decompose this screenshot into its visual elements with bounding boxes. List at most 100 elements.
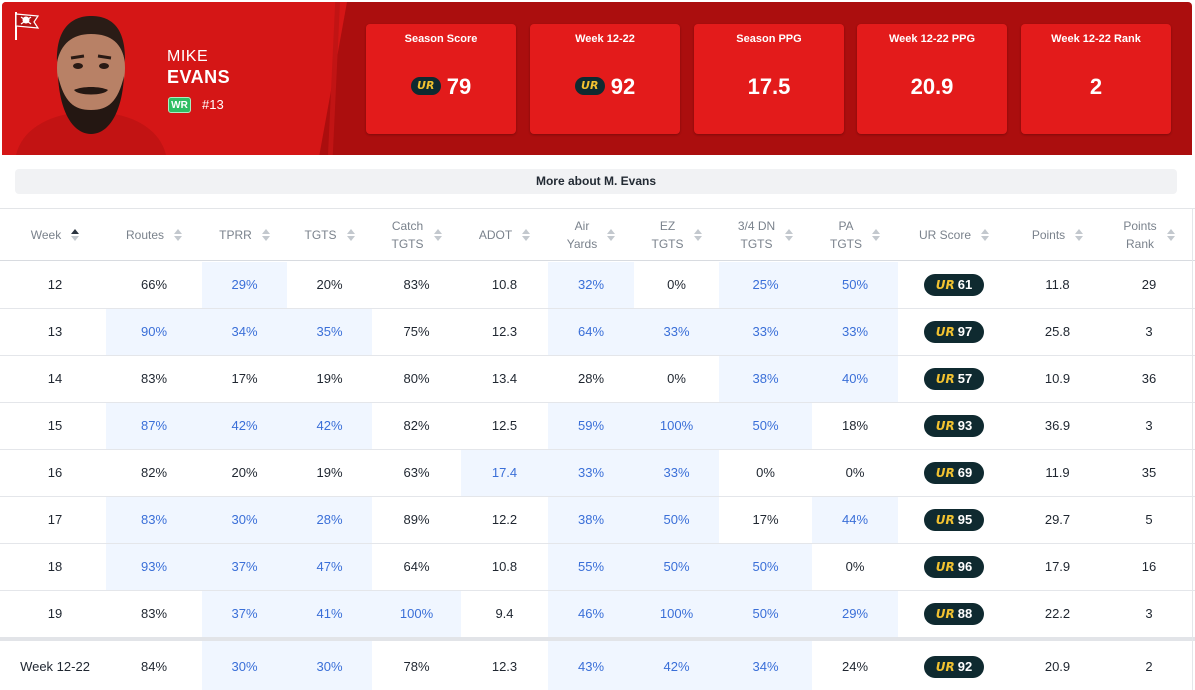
column-header-points_rank[interactable]: Points Rank: [1105, 209, 1193, 261]
ur-logo-icon: UR: [935, 371, 955, 386]
cell-catch_tgts: 100%: [372, 591, 461, 637]
column-header-label: UR Score: [918, 228, 971, 242]
stat-card-season-ppg: Season PPG 17.5: [694, 24, 844, 134]
column-header-label: Routes: [125, 228, 165, 242]
table-row: 15 87% 42% 42% 82% 12.5 59% 100% 50% 18% UR 93 36.9 3: [0, 403, 1195, 450]
stat-label: Season PPG: [736, 33, 802, 45]
sort-icon[interactable]: [1166, 229, 1175, 241]
column-header-tgts[interactable]: TGTS: [287, 209, 372, 261]
cell-dn34_tgts: 38%: [719, 356, 812, 402]
sort-icon[interactable]: [1075, 229, 1084, 241]
stat-value-text: 20.9: [910, 74, 954, 99]
cell-adot: 10.8: [491, 559, 518, 574]
sort-icon[interactable]: [607, 229, 616, 241]
stat-label: Season Score: [404, 33, 478, 45]
cell-pa_tgts: 18%: [841, 418, 869, 433]
cell-points_rank: 36: [1141, 371, 1157, 386]
ur-score-badge: UR 57: [924, 367, 984, 390]
cell-tgts: 41%: [287, 591, 372, 637]
table-row: 12 66% 29% 20% 83% 10.8 32% 0% 25% 50% UR 61 11.8 29: [0, 262, 1195, 309]
cell-points: 11.9: [1045, 465, 1070, 480]
column-header-label: EZ TGTS: [651, 219, 684, 251]
cell-week: 17: [47, 512, 63, 527]
cell-routes: 84%: [140, 659, 168, 674]
column-header-pa_tgts[interactable]: PA TGTS: [812, 209, 898, 261]
table-row: 13 90% 34% 35% 75% 12.3 64% 33% 33% 33% UR 97 25.8 3: [0, 309, 1195, 356]
sort-icon[interactable]: [693, 229, 702, 241]
ur-score-badge: UR 92: [924, 655, 984, 678]
cell-ez_tgts: 42%: [634, 641, 719, 690]
more-about-player-button[interactable]: More about M. Evans: [15, 169, 1177, 194]
cell-tgts: 35%: [287, 309, 372, 355]
column-header-ur_score[interactable]: UR Score: [898, 209, 1010, 261]
column-header-catch_tgts[interactable]: Catch TGTS: [372, 209, 461, 261]
sort-ascending-icon[interactable]: [71, 229, 80, 241]
sort-icon[interactable]: [981, 229, 989, 241]
cell-air_yards: 43%: [548, 641, 634, 690]
stat-value-text: 79: [446, 74, 472, 99]
ur-score-badge: UR 95: [924, 508, 984, 531]
column-header-label: Catch TGTS: [391, 219, 424, 251]
sort-icon[interactable]: [346, 229, 355, 241]
sort-icon[interactable]: [261, 229, 270, 241]
column-header-label: TPRR: [219, 228, 252, 242]
cell-pa_tgts: 0%: [845, 559, 865, 574]
column-header-adot[interactable]: ADOT: [461, 209, 548, 261]
sort-icon[interactable]: [522, 229, 531, 241]
cell-week: 14: [47, 371, 63, 386]
cell-pa_tgts: 24%: [841, 659, 869, 674]
cell-adot: 12.5: [491, 418, 518, 433]
cell-dn34_tgts: 50%: [719, 544, 812, 590]
cell-ez_tgts: 50%: [634, 497, 719, 543]
sort-icon[interactable]: [872, 229, 880, 241]
cell-points: 29.7: [1044, 512, 1071, 527]
cell-catch_tgts: 80%: [403, 371, 430, 386]
cell-routes: 83%: [140, 371, 168, 386]
cell-tgts: 19%: [316, 371, 343, 386]
column-header-label: Week: [30, 228, 62, 242]
ur-logo-icon: UR: [935, 606, 955, 621]
ur-logo-text: UR: [581, 79, 599, 93]
cell-points_rank: 29: [1141, 277, 1157, 292]
column-header-routes[interactable]: Routes: [106, 209, 202, 261]
stat-label: Week 12-22 PPG: [888, 33, 975, 45]
column-header-air_yards[interactable]: Air Yards: [548, 209, 634, 261]
ur-score-value: 95: [957, 511, 973, 527]
cell-routes: 90%: [106, 309, 202, 355]
cell-ur_score: UR 95: [898, 497, 1010, 543]
stat-label: Week 12-22: [575, 33, 635, 45]
cell-routes: 83%: [140, 606, 168, 621]
cell-adot: 12.3: [491, 659, 518, 674]
cell-pa_tgts: 40%: [812, 356, 898, 402]
cell-ur_score: UR 88: [898, 591, 1010, 637]
ur-score-badge: UR 96: [924, 555, 984, 578]
cell-pa_tgts: 33%: [812, 309, 898, 355]
cell-ez_tgts: 0%: [667, 371, 686, 386]
cell-ez_tgts: 33%: [634, 309, 719, 355]
column-header-week[interactable]: Week: [4, 209, 106, 261]
sort-icon[interactable]: [433, 229, 442, 241]
cell-points: 22.2: [1044, 606, 1071, 621]
ur-score-value: 61: [957, 276, 973, 292]
stat-value: UR 79: [366, 74, 516, 100]
cell-points_rank: 3: [1145, 324, 1153, 339]
table-row: 17 83% 30% 28% 89% 12.2 38% 50% 17% 44% UR 95 29.7 5: [0, 497, 1195, 544]
stat-label: Week 12-22 Rank: [1051, 33, 1141, 45]
cell-routes: 82%: [140, 465, 168, 480]
ur-logo-icon: UR: [935, 324, 955, 339]
column-header-tprr[interactable]: TPRR: [202, 209, 287, 261]
column-header-ez_tgts[interactable]: EZ TGTS: [634, 209, 719, 261]
cell-catch_tgts: 83%: [403, 277, 430, 292]
sort-icon[interactable]: [785, 229, 794, 241]
cell-ez_tgts: 50%: [634, 544, 719, 590]
cell-pa_tgts: 0%: [845, 465, 865, 480]
sort-icon[interactable]: [174, 229, 183, 241]
column-header-dn34_tgts[interactable]: 3/4 DN TGTS: [719, 209, 812, 261]
ur-score-badge: UR 69: [924, 461, 984, 484]
cell-points: 25.8: [1044, 324, 1071, 339]
cell-tprr: 29%: [202, 262, 287, 308]
column-header-label: 3/4 DN TGTS: [737, 219, 776, 251]
ur-score-badge: UR 97: [924, 320, 984, 343]
cell-catch_tgts: 78%: [403, 659, 430, 674]
column-header-points[interactable]: Points: [1010, 209, 1105, 261]
